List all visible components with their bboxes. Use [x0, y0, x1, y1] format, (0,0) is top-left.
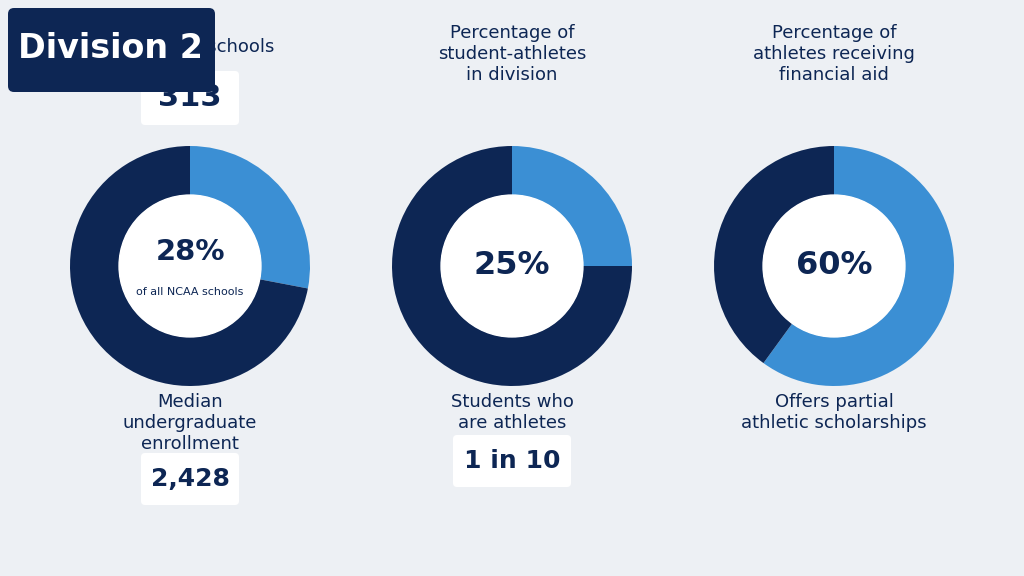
Text: Division 2: Division 2 — [17, 32, 203, 66]
Text: 60%: 60% — [796, 251, 872, 282]
FancyBboxPatch shape — [8, 8, 215, 92]
Text: 1 in 10: 1 in 10 — [464, 449, 560, 473]
Text: 25%: 25% — [474, 251, 550, 282]
Circle shape — [119, 195, 261, 337]
Wedge shape — [392, 146, 632, 386]
Text: 28%: 28% — [156, 238, 224, 266]
Text: Percentage of
student-athletes
in division: Percentage of student-athletes in divisi… — [438, 24, 586, 84]
Wedge shape — [190, 146, 310, 289]
Text: of all NCAA schools: of all NCAA schools — [136, 287, 244, 297]
Wedge shape — [764, 146, 954, 386]
Text: Students who
are athletes: Students who are athletes — [451, 393, 573, 432]
FancyBboxPatch shape — [141, 71, 239, 125]
Text: Percentage of
athletes receiving
financial aid: Percentage of athletes receiving financi… — [753, 24, 914, 84]
FancyBboxPatch shape — [141, 453, 239, 505]
Circle shape — [441, 195, 583, 337]
Text: 313: 313 — [159, 84, 222, 112]
FancyBboxPatch shape — [453, 435, 571, 487]
Wedge shape — [714, 146, 834, 363]
Text: Number of schools: Number of schools — [105, 38, 274, 56]
Wedge shape — [512, 146, 632, 266]
Text: Offers partial
athletic scholarships: Offers partial athletic scholarships — [741, 393, 927, 432]
Circle shape — [763, 195, 905, 337]
Text: Median
undergraduate
enrollment: Median undergraduate enrollment — [123, 393, 257, 453]
Wedge shape — [70, 146, 308, 386]
Text: 2,428: 2,428 — [151, 467, 229, 491]
